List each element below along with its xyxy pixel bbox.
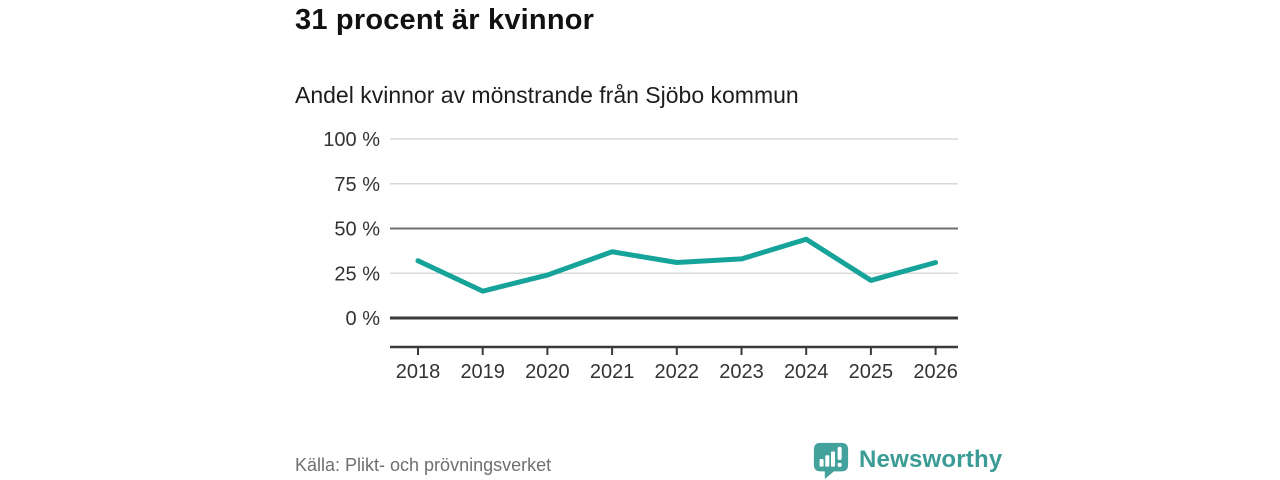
newsworthy-bubble-chart-icon: [813, 442, 849, 479]
y-tick-label: 50 %: [334, 219, 380, 241]
line-chart: 100 % 75 % 50 % 25 % 0 % 2018 2019 2020 2021 2022…: [323, 129, 958, 383]
data-line: [415, 236, 939, 294]
x-tick-label: 2025: [849, 361, 894, 383]
x-tick-label: 2026: [913, 361, 958, 383]
x-tick-label: 2019: [460, 361, 505, 383]
chart-subtitle: Andel kvinnor av mönstrande från Sjöbo k…: [295, 82, 799, 108]
y-tick-label: 100 %: [323, 129, 380, 151]
x-tick-label: 2023: [719, 361, 764, 383]
brand-name: Newsworthy: [859, 446, 1003, 473]
y-tick-label: 75 %: [334, 174, 380, 196]
headline: 31 procent är kvinnor: [295, 4, 595, 36]
y-tick-label: 0 %: [346, 308, 381, 330]
x-tick-label: 2021: [590, 361, 635, 383]
x-tick-label: 2018: [396, 361, 441, 383]
source-text: Källa: Plikt- och prövningsverket: [295, 455, 552, 475]
x-tick-label: 2024: [784, 361, 829, 383]
chart-area: 100 % 75 % 50 % 25 % 0 % 2018 2019 2020 2021 2022…: [295, 125, 985, 400]
newsworthy-logo: Newsworthy: [812, 441, 1002, 479]
x-tick-label: 2020: [525, 361, 570, 383]
x-tick-label: 2022: [655, 361, 700, 383]
y-tick-label: 25 %: [334, 263, 380, 285]
